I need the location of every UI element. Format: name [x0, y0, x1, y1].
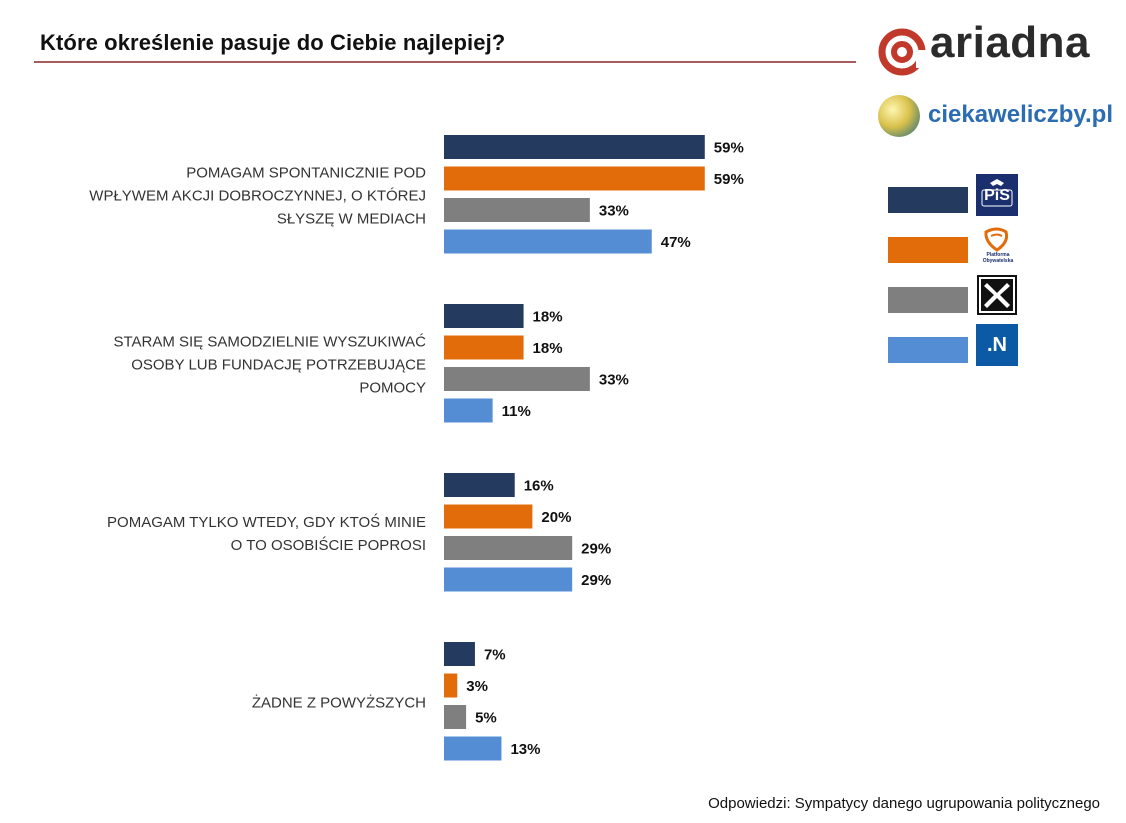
- category-label-line: POMAGAM TYLKO WTEDY, GDY KTOŚ MINIE: [107, 513, 426, 531]
- bar: [444, 473, 515, 497]
- po-logo-text: Platforma Obywatelska: [982, 252, 1014, 264]
- category-label: ŻADNE Z POWYŻSZYCH: [252, 693, 426, 711]
- category-label: STARAM SIĘ SAMODZIELNIE WYSZUKIWAĆ OSOBY …: [113, 333, 426, 396]
- category-label: POMAGAM SPONTANICZNIE POD WPŁYWEM AKCJI D…: [89, 164, 426, 227]
- category-label-line: POMOCY: [359, 379, 426, 396]
- bar: [444, 135, 705, 159]
- po-logo-icon: Platforma Obywatelska: [976, 224, 1018, 266]
- chart-title: Które określenie pasuje do Ciebie najlep…: [40, 30, 506, 55]
- pis-logo-text: PiS: [984, 187, 1010, 204]
- bar: [444, 398, 493, 423]
- legend-swatch: [888, 237, 968, 263]
- legend-swatch: [888, 337, 968, 363]
- ariadna-swirl-icon: [878, 28, 926, 76]
- bar: [444, 705, 467, 729]
- data-label: 59%: [714, 171, 744, 188]
- data-label: 47%: [661, 234, 691, 251]
- category-label-line: SŁYSZĘ W MEDIACH: [277, 210, 426, 227]
- title-underline: [34, 61, 856, 63]
- bar: [444, 304, 524, 328]
- category-label: POMAGAM TYLKO WTEDY, GDY KTOŚ MINIE O TO …: [107, 513, 426, 554]
- bar: [444, 335, 524, 360]
- data-label: 7%: [484, 647, 506, 664]
- bar: [444, 673, 458, 698]
- bar: [444, 642, 475, 666]
- bar: [444, 229, 652, 254]
- bar: [444, 367, 590, 391]
- data-label: 18%: [533, 309, 563, 326]
- bar: [444, 198, 590, 222]
- data-label: 59%: [714, 140, 744, 157]
- category-label-line: OSOBY LUB FUNDACJĘ POTRZEBUJĄCE: [131, 356, 426, 373]
- nowoczesna-logo-icon: .N: [976, 324, 1018, 366]
- data-label: 5%: [475, 710, 497, 727]
- category-label-line: ŻADNE Z POWYŻSZYCH: [252, 693, 426, 711]
- footer-note: Odpowiedzi: Sympatycy danego ugrupowania…: [708, 795, 1100, 812]
- data-label: 33%: [599, 372, 629, 389]
- ariadna-logo: ariadna: [878, 18, 1113, 78]
- category-label-line: O TO OSOBIŚCIE POPROSI: [231, 536, 426, 554]
- data-label: 29%: [581, 541, 611, 558]
- ariadna-wordmark: ariadna: [930, 18, 1091, 67]
- bar: [444, 536, 573, 560]
- bar: [444, 567, 573, 592]
- bar: [444, 166, 705, 191]
- data-label: 29%: [581, 572, 611, 589]
- data-label: 11%: [502, 403, 531, 420]
- category-label-line: WPŁYWEM AKCJI DOBROCZYNNEJ, O KTÓREJ: [89, 187, 426, 204]
- category-label-line: POMAGAM SPONTANICZNIE POD: [186, 164, 426, 181]
- legend-swatch: [888, 287, 968, 313]
- pis-logo-icon: PiS: [976, 174, 1018, 216]
- data-label: 16%: [524, 478, 554, 495]
- data-label: 13%: [510, 741, 540, 758]
- data-label: 33%: [599, 203, 629, 220]
- kukiz-logo-icon: [976, 274, 1018, 316]
- nowoczesna-logo-text: .N: [987, 334, 1007, 356]
- data-label: 3%: [466, 678, 488, 695]
- legend-swatch: [888, 187, 968, 213]
- globe-icon: [878, 95, 920, 137]
- ciekaweliczby-logo: ciekaweliczby.pl: [878, 95, 1118, 145]
- ciekaweliczby-wordmark: ciekaweliczby.pl: [928, 101, 1113, 128]
- bar: [444, 504, 533, 529]
- data-label: 18%: [533, 340, 563, 357]
- category-label-line: STARAM SIĘ SAMODZIELNIE WYSZUKIWAĆ: [113, 333, 426, 350]
- data-label: 20%: [541, 509, 571, 526]
- bar: [444, 736, 502, 761]
